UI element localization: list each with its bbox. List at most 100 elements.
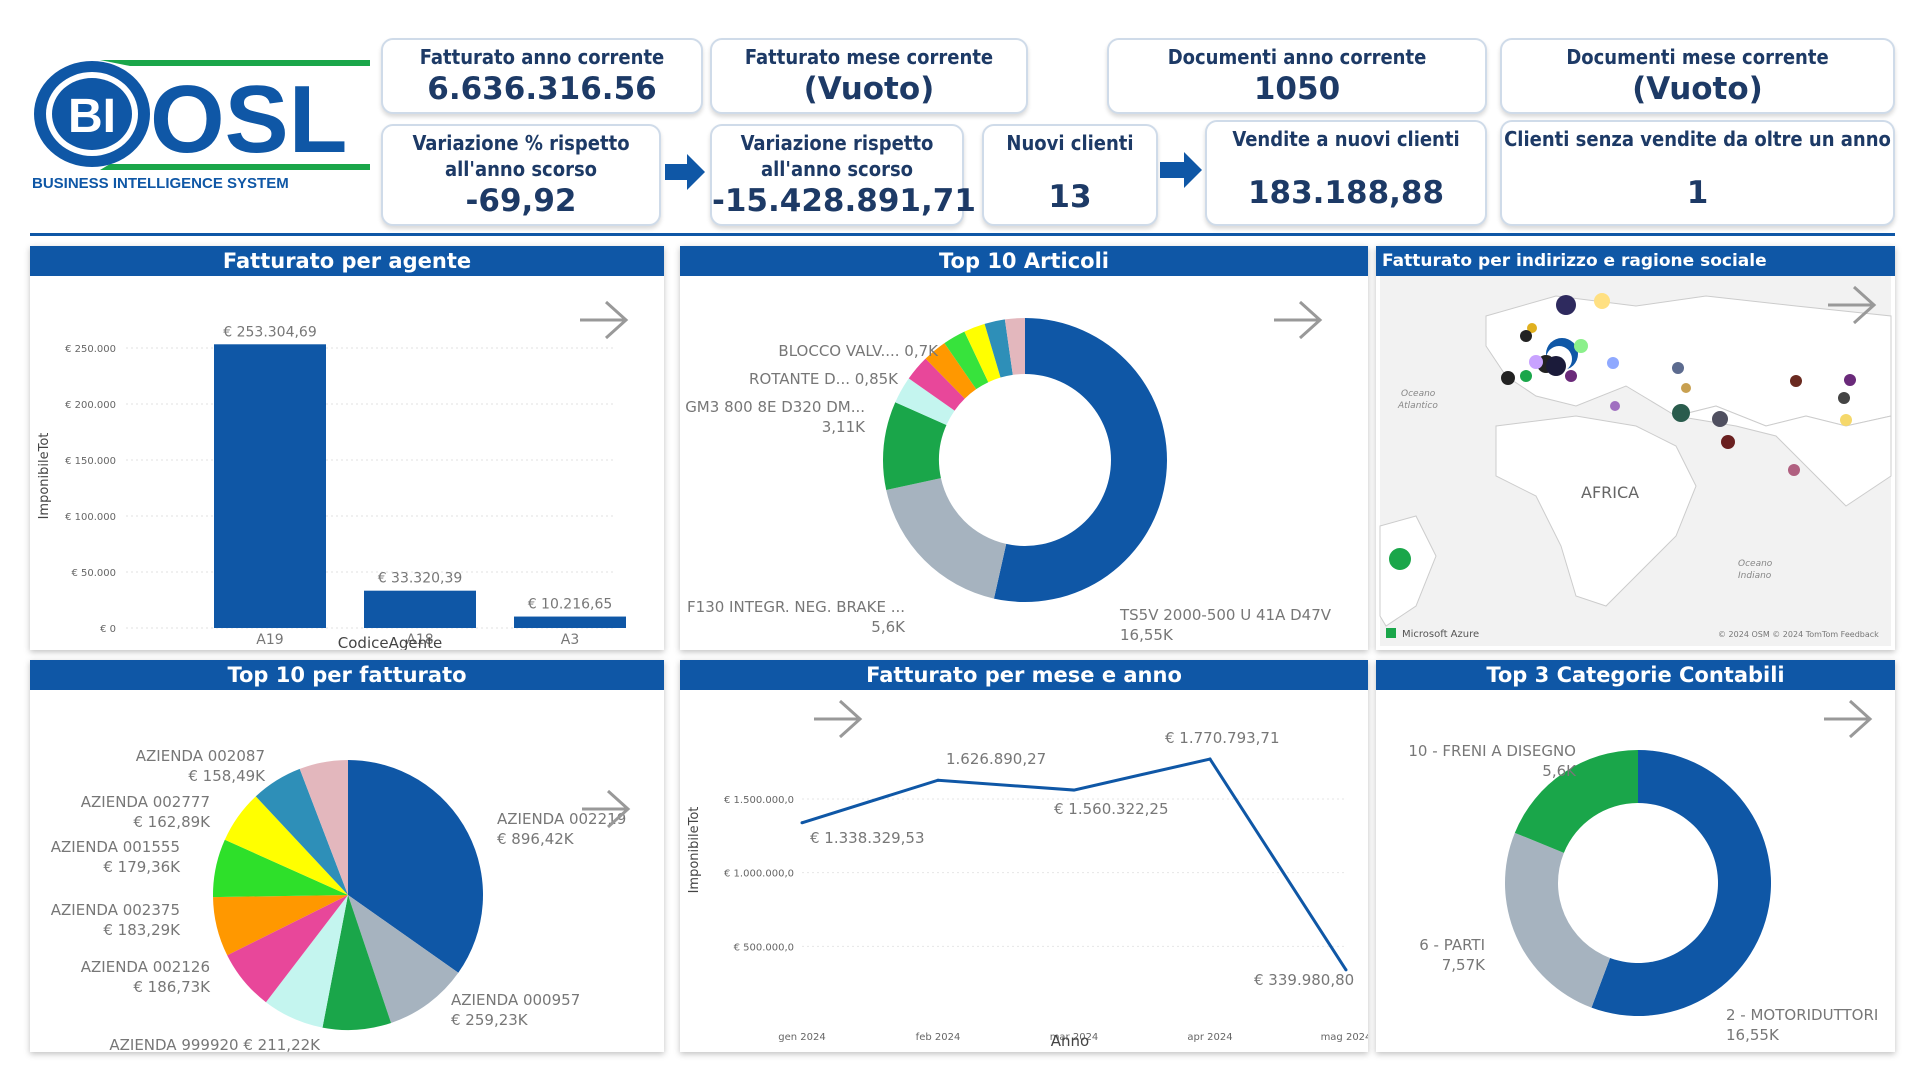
y-tick-label: € 100.000 <box>65 512 116 523</box>
y-tick-label: € 250.000 <box>65 344 116 355</box>
slice-label: € 896,42K <box>497 830 575 848</box>
logo-brand: OSL <box>150 66 347 173</box>
bar-value-label: € 253.304,69 <box>223 324 317 340</box>
pie-slice-8 <box>255 768 348 895</box>
panel-title: Fatturato per mese e anno <box>680 660 1368 690</box>
line-point <box>800 821 804 825</box>
slice-label: € 158,49K <box>188 767 266 785</box>
kpi-label: Nuovi clienti <box>1006 131 1134 155</box>
arrow-right-icon[interactable] <box>1826 283 1878 331</box>
bar-A3 <box>514 616 626 628</box>
pie-slice-1 <box>1505 832 1611 1008</box>
y-tick-label: € 500.000,0 <box>734 942 794 953</box>
slice-label: BLOCCO VALV.... 0,7K <box>778 342 939 360</box>
map-label-ocean2: Atlantico <box>1397 401 1438 411</box>
panel-fatturato-per-agente[interactable]: Fatturato per agente € 0 € 50.000 € 100.00… <box>30 246 664 650</box>
pie-slice-3 <box>265 895 348 1028</box>
kpi-clienti-senza-vendite: Clienti senza vendite da oltre un anno 1 <box>1500 120 1895 226</box>
pie-slice-6 <box>944 331 989 390</box>
slice-label: € 179,36K <box>103 858 181 876</box>
pie-slice-3 <box>895 378 955 426</box>
arrow-right-icon[interactable] <box>1822 697 1874 745</box>
kpi-label: Documenti anno corrente <box>1167 45 1427 69</box>
slice-label: 5,6K <box>1542 762 1577 780</box>
y-tick-label: € 1.500.000,0 <box>724 795 794 806</box>
bar-chart: € 0 € 50.000 € 100.000 € 150.000 € 200.000 € … <box>37 324 626 650</box>
x-tick-label: mag 2024 <box>1321 1032 1368 1043</box>
map-label-ocean3: Oceano <box>1738 559 1773 569</box>
kpi-label: Fatturato anno corrente <box>419 45 665 69</box>
map-land-asia <box>1675 405 1892 507</box>
slice-label: € 183,29K <box>103 921 181 939</box>
header-divider <box>30 233 1895 236</box>
arrow-right-icon <box>1158 148 1204 196</box>
map-label-ocean1: Oceano <box>1401 389 1436 399</box>
panel-mappa[interactable]: Fatturato per indirizzo e ragione social… <box>1376 246 1895 650</box>
x-tick-label: feb 2024 <box>916 1032 961 1043</box>
map-label-africa: AFRICA <box>1581 483 1639 502</box>
arrow-right-icon[interactable] <box>578 298 630 346</box>
bar-value-label: € 33.320,39 <box>378 571 463 587</box>
slice-label: € 259,23K <box>451 1011 529 1029</box>
point-label: € 1.338.329,53 <box>810 829 925 847</box>
kpi-value: 1050 <box>1253 71 1341 107</box>
panel-title: Top 10 Articoli <box>680 246 1368 276</box>
kpi-label-line1: Variazione rispetto <box>740 131 934 155</box>
pie-slice-0 <box>348 760 483 973</box>
slice-label: 2 - MOTORIDUTTORI <box>1726 1006 1878 1024</box>
kpi-value: (Vuoto) <box>803 71 935 107</box>
kpi-fatturato-mese: Fatturato mese corrente (Vuoto) <box>710 38 1028 114</box>
arrow-right-icon[interactable] <box>812 697 864 745</box>
slice-label: AZIENDA 002375 <box>51 901 180 919</box>
panel-top3-categorie[interactable]: Top 3 Categorie Contabili 2 - MOTORIDUTT… <box>1376 660 1895 1052</box>
panel-fatturato-mese[interactable]: Fatturato per mese e anno € 500.000,0 € 1… <box>680 660 1368 1052</box>
pie-slice-7 <box>964 323 1001 383</box>
map-land-africa <box>1495 415 1697 607</box>
map-label-ocean4: Indiano <box>1738 571 1772 581</box>
x-tick-label: A3 <box>561 632 579 648</box>
panel-title: Fatturato per agente <box>30 246 664 276</box>
bar-value-label: € 10.216,65 <box>528 597 613 613</box>
slice-label: ROTANTE D... 0,85K <box>749 370 899 388</box>
slice-label: AZIENDA 002126 <box>81 958 210 976</box>
kpi-variazione-percentuale: Variazione % rispetto all'anno scorso -6… <box>381 124 661 226</box>
slice-label: 6 - PARTI <box>1419 936 1485 954</box>
y-tick-label: € 50.000 <box>71 568 116 579</box>
donut-chart-articoli: TS5V 2000-500 U 41A D47V 16,55K F130 INTEG… <box>685 318 1332 644</box>
kpi-nuovi-clienti: Nuovi clienti 13 <box>982 124 1158 226</box>
pie-slice-2 <box>1514 750 1638 853</box>
arrow-right-icon[interactable] <box>1272 298 1324 346</box>
logo: BI OSL BUSINESS INTELLIGENCE SYSTEM <box>30 52 380 197</box>
pie-slice-5 <box>925 343 977 399</box>
line-point <box>936 778 940 782</box>
kpi-label-line2: all'anno scorso <box>760 157 914 181</box>
x-tick-label: apr 2024 <box>1187 1032 1232 1043</box>
map[interactable]: AFRICA Oceano Atlantico Oceano Indiano <box>1376 276 1895 650</box>
panel-title: Fatturato per indirizzo e ragione social… <box>1376 246 1895 276</box>
y-tick-label: € 150.000 <box>65 456 116 467</box>
kpi-value: -69,92 <box>465 183 577 219</box>
point-label: € 1.560.322,25 <box>1054 800 1169 818</box>
panel-title: Top 3 Categorie Contabili <box>1376 660 1895 690</box>
kpi-fatturato-anno: Fatturato anno corrente 6.636.316.56 <box>381 38 703 114</box>
line-point <box>1208 757 1212 761</box>
kpi-label: Fatturato mese corrente <box>744 45 994 69</box>
x-axis-label: CodiceAgente <box>338 634 442 650</box>
map-land-sa <box>1379 515 1437 627</box>
arrow-right-icon[interactable] <box>580 787 632 835</box>
slice-label: 16,55K <box>1726 1026 1780 1044</box>
panel-top10-fatturato[interactable]: Top 10 per fatturato AZIENDA 002219 € 896… <box>30 660 664 1052</box>
y-tick-label: € 1.000.000,0 <box>724 869 794 880</box>
pie-chart-top10: AZIENDA 002219 € 896,42K AZIENDA 000957 € 2… <box>51 747 627 1052</box>
y-tick-label: € 0 <box>100 624 116 635</box>
line-point <box>1344 968 1348 972</box>
point-label: € 339.980,80 <box>1254 971 1354 989</box>
x-tick-label: mar 2024 <box>1050 1032 1099 1043</box>
map-bubbles[interactable] <box>1389 293 1856 570</box>
azure-logo-icon <box>1386 628 1396 638</box>
map-credits[interactable]: © 2024 OSM © 2024 TomTom Feedback <box>1718 630 1879 639</box>
y-tick-label: € 200.000 <box>65 400 116 411</box>
slice-label: AZIENDA 002219 <box>497 810 626 828</box>
pie-slice-5 <box>213 895 348 956</box>
panel-top10-articoli[interactable]: Top 10 Articoli TS5V 2000-500 U 41A D47V… <box>680 246 1368 650</box>
